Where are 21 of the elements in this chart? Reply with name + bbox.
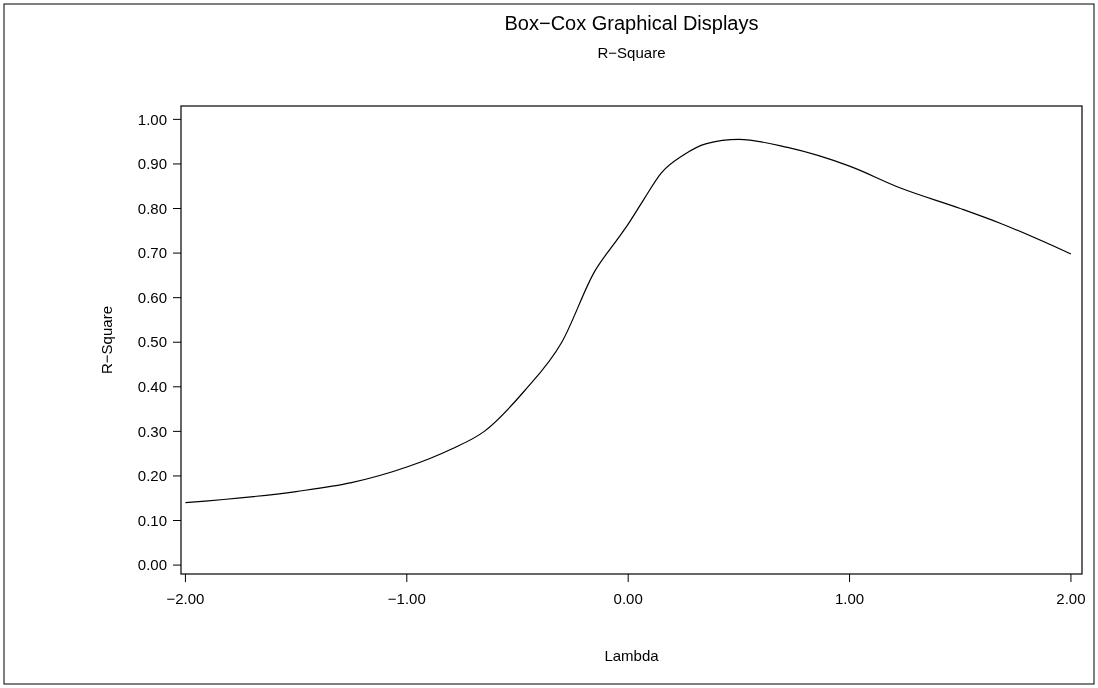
y-tick-label: 0.10: [137, 511, 167, 529]
x-tick-label: 1.00: [834, 590, 865, 607]
y-tick-label: 0.30: [137, 422, 167, 440]
chart-subtitle: R−Square: [597, 44, 666, 61]
y-tick-label: 0.90: [137, 155, 167, 173]
x-tick-label: −2.00: [166, 590, 205, 607]
y-tick-label: 0.70: [137, 244, 167, 262]
x-tick-label: −1.00: [387, 590, 426, 607]
x-tick-label: 2.00: [1056, 590, 1086, 607]
y-tick-label: 1.00: [137, 110, 167, 128]
y-tick-label: 0.50: [137, 333, 167, 351]
y-tick-label: 0.00: [137, 556, 167, 574]
x-tick-label: 0.00: [613, 590, 643, 607]
y-tick-label: 0.60: [137, 288, 167, 306]
y-tick-label: 0.40: [137, 378, 167, 396]
y-axis-title: R−Square: [98, 306, 115, 374]
y-tick-label: 0.80: [137, 199, 167, 217]
y-tick-label: 0.20: [137, 467, 167, 485]
x-axis-title: Lambda: [604, 647, 660, 664]
chart-title: Box−Cox Graphical Displays: [504, 12, 759, 34]
line-series: [184, 138, 1072, 504]
